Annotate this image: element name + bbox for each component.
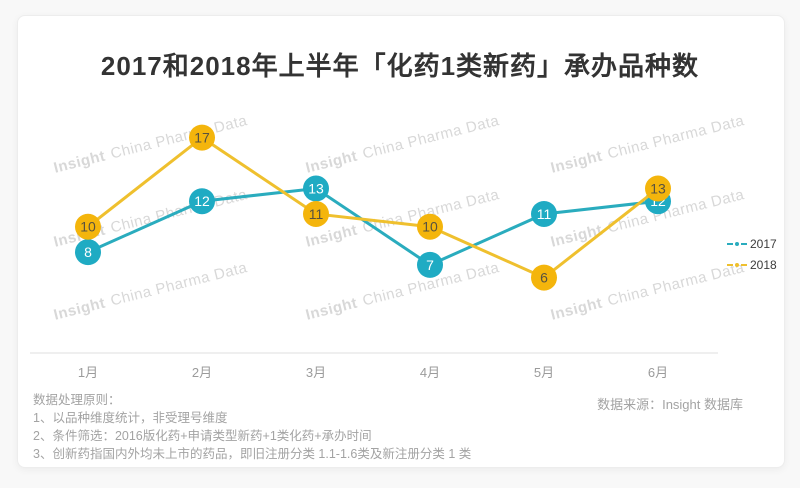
data-point-2017[interactable] [189, 188, 215, 215]
data-point-value: 8 [84, 244, 92, 260]
data-notes: 数据处理原则： 1、以品种维度统计，非受理号维度 2、条件筛选：2016版化药+… [33, 391, 471, 463]
notes-heading: 数据处理原则： [33, 393, 121, 407]
legend-marker-2017-icon [727, 241, 747, 246]
data-point-2018[interactable] [531, 264, 557, 291]
x-axis-tick-label: 3月 [306, 365, 326, 380]
data-point-value: 11 [309, 206, 324, 222]
data-point-value: 13 [650, 181, 666, 197]
data-point-2017[interactable] [531, 200, 557, 227]
notes-item: 3、创新药指国内外均未上市的药品，即旧注册分类 1.1-1.6类及新注册分类 1… [33, 447, 472, 461]
data-source: 数据来源：Insight 数据库 [597, 397, 743, 412]
legend: 2017 2018 [727, 233, 777, 275]
x-axis-tick-label: 2月 [192, 365, 212, 380]
x-axis-tick-label: 4月 [420, 365, 440, 380]
data-point-2018[interactable] [189, 124, 215, 151]
notes-item: 1、以品种维度统计，非受理号维度 [33, 411, 228, 425]
x-axis-tick-label: 1月 [78, 365, 98, 380]
data-point-value: 11 [537, 206, 552, 222]
data-point-value: 7 [426, 257, 434, 273]
data-point-value: 6 [540, 270, 548, 286]
data-point-2018[interactable] [417, 213, 443, 240]
legend-label-2018: 2018 [750, 257, 777, 272]
legend-item-2017[interactable]: 2017 [727, 233, 777, 254]
data-point-value: 10 [422, 219, 438, 235]
chart-card [17, 15, 785, 468]
legend-label-2017: 2017 [750, 236, 777, 251]
data-point-2017[interactable] [417, 251, 443, 278]
data-point-2017[interactable] [303, 175, 329, 202]
series-line-2017 [87, 186, 659, 267]
data-point-2017[interactable] [75, 239, 101, 266]
data-point-value: 10 [80, 219, 96, 235]
data-point-2018[interactable] [75, 213, 101, 240]
legend-marker-2018-icon [727, 262, 747, 267]
notes-item: 2、条件筛选：2016版化药+申请类型新药+1类化药+承办时间 [33, 429, 372, 443]
data-point-2018[interactable] [645, 175, 671, 202]
x-axis-tick-label: 6月 [648, 365, 668, 380]
data-point-value: 17 [194, 130, 210, 146]
chart-title: 2017和2018年上半年「化药1类新药」承办品种数 [100, 51, 700, 81]
series-line-2018 [87, 135, 659, 280]
data-point-2018[interactable] [303, 200, 329, 227]
x-axis-tick-label: 5月 [534, 365, 554, 380]
legend-item-2018[interactable]: 2018 [727, 254, 777, 275]
data-point-value: 12 [194, 193, 210, 209]
data-point-value: 13 [308, 181, 324, 197]
